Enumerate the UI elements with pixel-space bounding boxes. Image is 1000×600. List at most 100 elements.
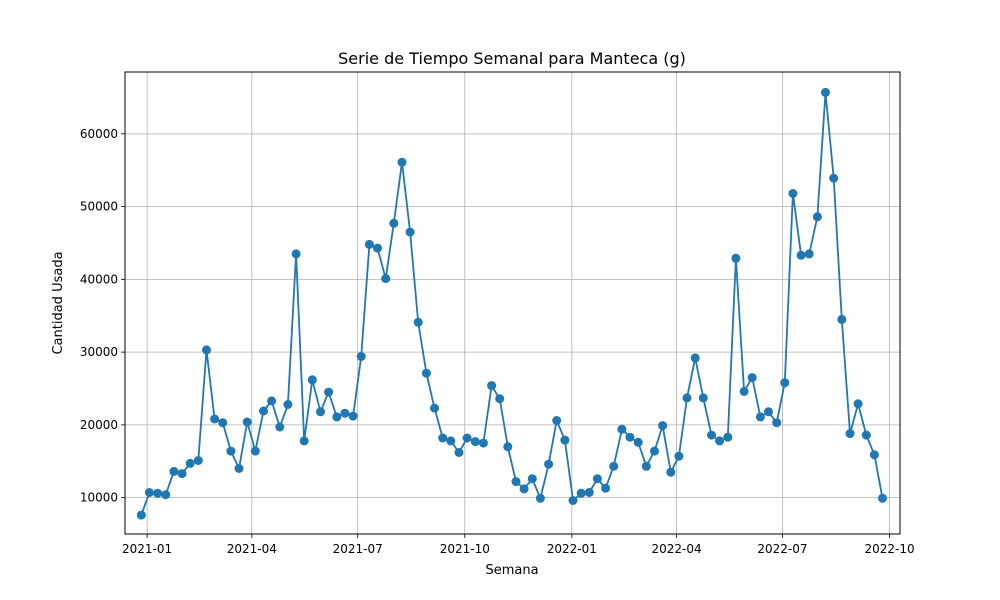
data-point: [169, 466, 179, 476]
y-tick-label: 40000: [80, 272, 118, 286]
data-point: [405, 227, 415, 237]
data-point: [177, 469, 187, 479]
data-point: [739, 386, 749, 396]
data-point: [519, 484, 529, 494]
data-point: [804, 249, 814, 259]
data-point: [470, 437, 480, 447]
data-point: [535, 493, 545, 503]
data-point: [552, 416, 562, 425]
x-tick-label: 2022-01: [547, 542, 597, 556]
data-point: [666, 467, 676, 477]
data-point: [617, 424, 627, 434]
data-point: [234, 464, 244, 473]
data-point: [682, 393, 692, 403]
data-point: [755, 412, 765, 422]
x-tick-label: 2021-04: [227, 542, 277, 556]
data-point: [788, 189, 798, 198]
data-point: [438, 433, 448, 443]
data-point: [307, 375, 317, 385]
data-point: [202, 345, 211, 355]
x-axis-label: Semana: [485, 563, 538, 578]
chart-title: Serie de Tiempo Semanal para Manteca (g): [338, 49, 686, 68]
data-point: [625, 432, 635, 442]
data-point: [821, 87, 830, 97]
data-point: [430, 403, 439, 413]
data-point: [601, 483, 611, 493]
data-point: [275, 422, 285, 432]
x-axis: 2021-01 2021-04 2021-07 2021-10 2022-01 2022-…: [122, 534, 915, 556]
data-point: [381, 274, 391, 284]
data-point: [780, 378, 790, 388]
x-tick-label: 2021-07: [333, 542, 383, 556]
y-tick-label: 50000: [80, 200, 118, 214]
data-point: [837, 314, 847, 324]
data-point: [674, 451, 684, 461]
data-point: [332, 412, 342, 422]
data-point: [715, 436, 725, 446]
data-point: [421, 368, 431, 378]
data-point: [446, 436, 456, 446]
data-point: [869, 450, 879, 460]
y-axis: 10000 20000 30000 40000 50000 60000: [80, 127, 125, 505]
data-point: [259, 406, 268, 416]
data-point: [144, 488, 154, 497]
data-point: [242, 417, 252, 427]
data-point: [397, 157, 407, 167]
data-point: [161, 490, 171, 500]
data-point: [650, 446, 659, 456]
data-point: [690, 353, 700, 363]
data-point: [641, 461, 651, 471]
data-point: [495, 394, 505, 404]
data-point: [316, 407, 325, 417]
grid: [125, 72, 900, 534]
data-point: [829, 173, 839, 183]
data-point: [592, 474, 602, 484]
data-point: [576, 488, 586, 498]
data-point: [747, 373, 757, 383]
data-point: [731, 253, 741, 263]
data-point: [658, 421, 668, 431]
x-tick-label: 2022-07: [757, 542, 807, 556]
data-point: [356, 352, 366, 361]
data-point: [584, 488, 594, 497]
data-point: [373, 243, 382, 253]
data-point: [478, 438, 488, 448]
data-point: [136, 510, 146, 520]
y-tick-label: 60000: [80, 127, 118, 141]
data-point: [413, 317, 423, 327]
data-point: [503, 442, 513, 452]
data-point: [218, 418, 228, 428]
x-tick-label: 2021-01: [122, 542, 172, 556]
data-point: [291, 249, 301, 259]
data-point: [772, 418, 782, 428]
data-point: [707, 430, 716, 440]
series-markers: [136, 87, 887, 520]
data-point: [210, 414, 220, 424]
x-tick-label: 2021-10: [440, 542, 490, 556]
data-point: [324, 387, 334, 397]
data-point: [185, 458, 195, 468]
y-tick-label: 30000: [80, 345, 118, 359]
data-point: [878, 493, 887, 503]
data-point: [250, 446, 260, 456]
plot-frame: [124, 71, 901, 535]
data-point: [511, 477, 521, 487]
data-point: [267, 396, 277, 406]
data-point: [454, 448, 464, 457]
data-point: [633, 437, 643, 447]
data-point: [299, 436, 309, 446]
data-point: [226, 446, 236, 456]
data-point: [764, 407, 773, 417]
x-tick-label: 2022-04: [652, 542, 702, 556]
y-tick-label: 10000: [80, 491, 118, 505]
data-point: [153, 488, 163, 498]
data-point: [283, 400, 293, 409]
y-axis-label: Cantidad Usada: [51, 251, 66, 354]
data-point: [698, 393, 708, 403]
data-point: [723, 432, 733, 442]
data-point: [568, 496, 578, 505]
data-point: [527, 474, 537, 484]
y-tick-label: 20000: [80, 418, 118, 432]
